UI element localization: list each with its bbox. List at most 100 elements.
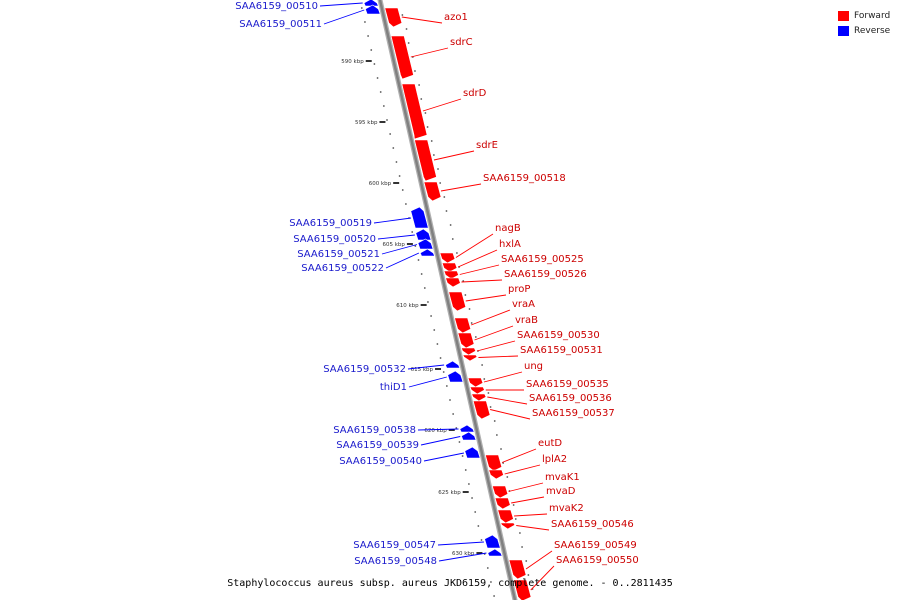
gene-saa6159-00532-feature[interactable] [445,360,461,369]
gene-mvak2-feature[interactable] [497,509,514,524]
guide-dot [490,581,492,583]
gene-lpla2-feature[interactable] [488,469,504,480]
gene-saa6159-00521-feature[interactable] [417,238,434,250]
gene-hxla-label[interactable]: hxlA [499,239,521,250]
gene-saa6159-00525-feature[interactable] [443,270,459,280]
gene-nagb-feature[interactable] [439,252,456,264]
guide-dot [452,413,455,415]
gene-saa6159-00549-feature[interactable] [508,559,527,580]
gene-vrab-label[interactable]: vraB [515,315,538,326]
gene-saa6159-00511-leader [323,9,365,25]
guide-dot [445,385,448,387]
gene-saa6159-00547-feature[interactable] [484,534,501,549]
gene-saa6159-00530-feature[interactable] [460,347,477,356]
gene-mvak2-label[interactable]: mvaK2 [549,503,584,514]
gene-vraa-label[interactable]: vraA [512,299,535,310]
gene-saa6159-00510-feature[interactable] [363,0,379,7]
gene-saa6159-00550-label[interactable]: SAA6159_00550 [556,555,639,566]
guide-dot [392,147,395,149]
guide-dot [495,434,498,436]
gene-saa6159-00535-feature[interactable] [469,386,485,395]
gene-saa6159-00536-feature[interactable] [471,393,487,402]
gene-saa6159-00525-label[interactable]: SAA6159_00525 [501,254,584,265]
gene-saa6159-00521-label[interactable]: SAA6159_00521 [297,249,380,260]
gene-saa6159-00519-feature[interactable] [410,206,429,229]
gene-eutd-label[interactable]: eutD [538,438,562,449]
gene-sdrd-leader [422,98,462,112]
gene-azo1-feature[interactable] [384,7,403,28]
gene-vrab-feature[interactable] [457,332,475,349]
gene-prop-label[interactable]: proP [508,284,530,295]
gene-saa6159-00520-feature[interactable] [415,228,432,241]
gene-saa6159-00537-feature[interactable] [472,400,491,420]
forward-features: azo1 sdrC sdrD sdrE SAA6159_00518 nagB hxlA SAA… [384,7,639,600]
gene-saa6159-00511-label[interactable]: SAA6159_00511 [239,19,322,30]
gene-saa6159-00548-label[interactable]: SAA6159_00548 [354,556,437,567]
gene-saa6159-00530-leader [476,340,516,352]
gene-mvad-label[interactable]: mvaD [546,486,576,497]
gene-saa6159-00531-label[interactable]: SAA6159_00531 [520,345,603,356]
guide-dot [386,119,388,121]
guide-dot [426,126,429,128]
gene-mvak1-label[interactable]: mvaK1 [545,472,580,483]
gene-saa6159-00519-label[interactable]: SAA6159_00519 [289,218,372,229]
gene-saa6159-00548-leader [438,552,487,562]
gene-saa6159-00536-label[interactable]: SAA6159_00536 [529,393,612,404]
gene-eutd-feature[interactable] [484,454,503,472]
gene-saa6159-00538-label[interactable]: SAA6159_00538 [333,425,416,436]
gene-saa6159-00540-feature[interactable] [464,446,481,459]
gene-saa6159-00535-label[interactable]: SAA6159_00535 [526,379,609,390]
gene-saa6159-00530-label[interactable]: SAA6159_00530 [517,330,600,341]
gene-saa6159-00539-label[interactable]: SAA6159_00539 [336,440,419,451]
gene-saa6159-00532-label[interactable]: SAA6159_00532 [323,364,406,375]
gene-vraa-feature[interactable] [454,317,472,334]
gene-saa6159-00538-feature[interactable] [459,424,475,433]
legend: Forward Reverse [838,8,890,38]
gene-saa6159-00510-label[interactable]: SAA6159_00510 [235,1,318,12]
guide-dot [405,203,407,205]
gene-saa6159-00537-label[interactable]: SAA6159_00537 [532,408,615,419]
gene-thid1-feature[interactable] [447,370,464,383]
gene-saa6159-00546-label[interactable]: SAA6159_00546 [551,519,634,530]
gene-sdre-label[interactable]: sdrE [476,140,498,151]
gene-mvak1-feature[interactable] [491,485,509,499]
gene-sdrc-label[interactable]: sdrC [450,37,473,48]
gene-sdre-feature[interactable] [414,139,437,182]
tick-label: 620 kbp [424,428,447,434]
gene-saa6159-00546-feature[interactable] [500,522,516,530]
gene-thid1-label[interactable]: thiD1 [380,382,407,393]
gene-saa6159-00518-label[interactable]: SAA6159_00518 [483,173,566,184]
gene-ung-label[interactable]: ung [524,361,543,372]
gene-saa6159-00526-feature[interactable] [445,277,461,288]
gene-ung-feature[interactable] [467,377,484,388]
gene-sdrd-label[interactable]: sdrD [463,88,487,99]
gene-saa6159-00547-label[interactable]: SAA6159_00547 [353,540,436,551]
gene-mvad-feature[interactable] [494,497,511,510]
guide-dot [389,133,392,135]
guide-dot [445,210,448,212]
gene-saa6159-00548-feature[interactable] [487,548,503,557]
gene-saa6159-00511-feature[interactable] [364,4,381,15]
gene-sdrc-feature[interactable] [390,35,414,80]
gene-sdrd-feature[interactable] [401,83,428,140]
gene-saa6159-00531-feature[interactable] [462,354,478,362]
gene-saa6159-00522-label[interactable]: SAA6159_00522 [301,263,384,274]
gene-prop-feature[interactable] [448,291,467,312]
gene-lpla2-label[interactable]: lplA2 [542,454,567,465]
gene-saa6159-00526-label[interactable]: SAA6159_00526 [504,269,587,280]
guide-dot [437,168,439,170]
gene-azo1-label[interactable]: azo1 [444,12,468,23]
gene-saa6159-00518-feature[interactable] [423,181,442,202]
gene-saa6159-00539-feature[interactable] [461,431,477,441]
guide-dot [458,441,461,443]
legend-reverse: Reverse [838,23,890,38]
gene-saa6159-00522-feature[interactable] [419,248,436,257]
gene-saa6159-00520-label[interactable]: SAA6159_00520 [293,234,376,245]
gene-saa6159-00549-label[interactable]: SAA6159_00549 [554,540,637,551]
gene-nagb-label[interactable]: nagB [495,223,521,234]
gene-sdre-leader [433,150,475,161]
gene-hxla-feature[interactable] [441,262,458,273]
gene-saa6159-00550-feature[interactable] [513,579,532,600]
gene-saa6159-00540-label[interactable]: SAA6159_00540 [339,456,422,467]
